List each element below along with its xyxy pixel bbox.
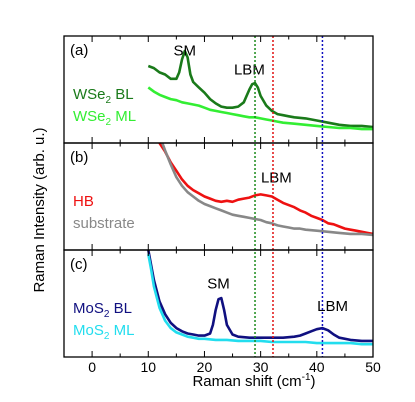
series-line-panel3-1 xyxy=(147,249,373,343)
legend-subscript: 2 xyxy=(106,95,112,106)
legend-name: HB xyxy=(73,193,94,210)
panel-label-3: (c) xyxy=(70,256,88,273)
legend-name: substrate xyxy=(73,215,135,232)
legend-subscript: 2 xyxy=(104,331,110,342)
legend-name-end: ML xyxy=(109,322,134,339)
panel-label-2: (b) xyxy=(70,149,88,166)
frames-layer xyxy=(63,35,374,358)
x-axis-label-end: ) xyxy=(311,373,316,390)
y-axis-label: Raman Intensity (arb. u.) xyxy=(31,127,48,292)
legend-name: MoS xyxy=(73,322,104,339)
peak-label-panel3-2: LBM xyxy=(317,298,348,315)
panel-frame-3 xyxy=(63,249,374,358)
legend-entry-panel2-2: substrate xyxy=(73,215,135,232)
legend-name: WSe xyxy=(73,86,106,103)
x-axis-label-sup: -1 xyxy=(302,372,311,383)
x-tick-label: 40 xyxy=(309,359,325,375)
legend-name: MoS xyxy=(73,300,104,317)
reference-lines-layer xyxy=(254,36,324,357)
legend-entry-panel1-2: WSe2 ML xyxy=(73,108,136,128)
legend-name: WSe xyxy=(73,108,106,125)
peak-label-panel1-1: SM xyxy=(174,42,197,59)
x-tick-label: 10 xyxy=(140,359,156,375)
series-line-panel2-1 xyxy=(158,142,374,236)
x-tick-label: 0 xyxy=(88,359,96,375)
legend-entry-panel3-2: MoS2 ML xyxy=(73,322,134,342)
legend-subscript: 2 xyxy=(106,117,112,128)
legend-name-end: ML xyxy=(111,108,136,125)
peak-label-panel2-1: LBM xyxy=(261,170,292,187)
x-axis-label-main: Raman shift (cm xyxy=(192,373,301,390)
legend-subscript: 2 xyxy=(104,309,110,320)
legend-entry-panel1-1: WSe2 BL xyxy=(73,86,134,106)
series-line-panel3-2 xyxy=(147,254,373,346)
legend-entry-panel2-1: HB xyxy=(73,193,94,210)
series-line-panel1-2 xyxy=(147,86,373,131)
series-line-panel1-1 xyxy=(147,49,374,129)
legend-name-end: BL xyxy=(109,300,132,317)
peak-label-panel1-2: LBM xyxy=(234,62,265,79)
x-axis-label: Raman shift (cm-1) xyxy=(192,372,315,390)
legend-name-end: BL xyxy=(111,86,134,103)
panel-2: HB substrate LBM (b) xyxy=(70,142,374,237)
x-tick-label: 20 xyxy=(197,359,213,375)
panel-label-1: (a) xyxy=(70,42,88,59)
peak-label-panel3-1: SM xyxy=(207,276,230,293)
panel-frame-2 xyxy=(63,142,374,251)
x-tick-label: 30 xyxy=(253,359,269,375)
x-axis: 0 10 20 30 40 50 xyxy=(88,359,381,375)
legend-entry-panel3-1: MoS2 BL xyxy=(73,300,132,320)
x-tick-label: 50 xyxy=(365,359,381,375)
series-line-panel2-2 xyxy=(161,142,374,237)
